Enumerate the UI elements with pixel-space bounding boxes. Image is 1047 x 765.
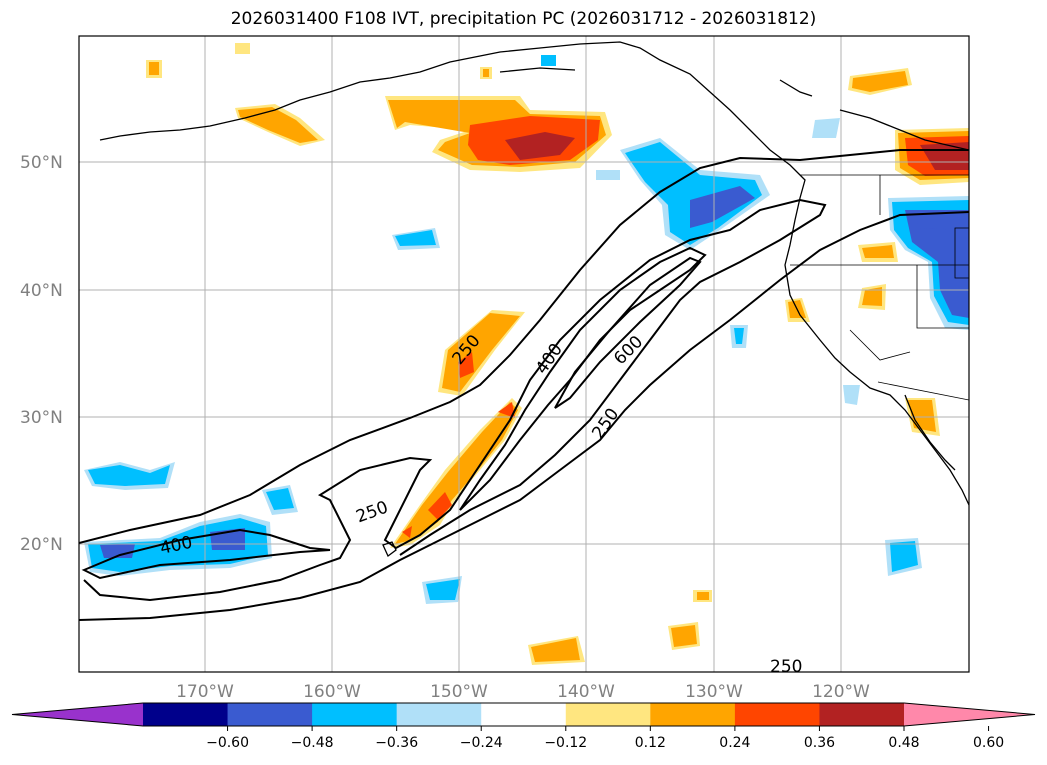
- latitude-labels: 50°N 40°N 30°N 20°N: [20, 153, 63, 555]
- contour-label: 250: [770, 657, 802, 677]
- colorbar-bin: [143, 703, 229, 726]
- colorbar-tick-label: 0.24: [719, 735, 750, 751]
- colorbar-bin: [565, 703, 651, 726]
- colorbar-tick-label: −0.12: [544, 735, 587, 751]
- colorbar-extend-max: [904, 703, 1035, 726]
- precip-fill-layer: [84, 43, 969, 665]
- colorbar-tick-label: −0.48: [291, 735, 334, 751]
- lat-label: 50°N: [20, 153, 63, 173]
- colorbar: −0.60 −0.48 −0.36 −0.24 −0.12 0.12 0.24 0.36 0.4…: [11, 702, 1036, 751]
- colorbar-tick-label: −0.36: [375, 735, 418, 751]
- coastlines: [99, 41, 969, 558]
- colorbar-tick-label: −0.60: [206, 735, 249, 751]
- colorbar-bin: [734, 703, 820, 726]
- colorbar-bin: [312, 703, 398, 726]
- colorbar-outline: [11, 702, 1036, 727]
- colorbar-bin: [819, 703, 905, 726]
- colorbar-bin: [227, 703, 313, 726]
- colorbar-bin: [650, 703, 736, 726]
- lat-label: 40°N: [20, 281, 63, 301]
- colorbar-tick-label: 0.60: [973, 735, 1004, 751]
- plot-area: 250 400 600 250 250 400 250: [79, 36, 969, 677]
- lon-label: 140°W: [557, 682, 615, 702]
- map-title: 2026031400 F108 IVT, precipitation PC (2…: [230, 9, 817, 29]
- ivt-contours: [79, 149, 969, 621]
- colorbar-tick-label: 0.12: [635, 735, 666, 751]
- lat-label: 20°N: [20, 535, 63, 555]
- lon-label: 150°W: [430, 682, 488, 702]
- graticule: [79, 36, 969, 672]
- political-borders: [790, 174, 969, 401]
- longitude-labels: 170°W 160°W 150°W 140°W 130°W 120°W: [176, 682, 870, 702]
- colorbar-tick-label: −0.24: [460, 735, 503, 751]
- colorbar-bin: [396, 703, 482, 726]
- lon-label: 170°W: [176, 682, 234, 702]
- lat-label: 30°N: [20, 408, 63, 428]
- lon-label: 160°W: [303, 682, 361, 702]
- colorbar-bin: [481, 703, 567, 726]
- plot-frame: [78, 35, 970, 673]
- lon-label: 130°W: [685, 682, 743, 702]
- colorbar-extend-min: [12, 703, 143, 726]
- colorbar-tick-label: 0.48: [888, 735, 919, 751]
- lon-label: 120°W: [812, 682, 870, 702]
- colorbar-tick-label: 0.36: [804, 735, 835, 751]
